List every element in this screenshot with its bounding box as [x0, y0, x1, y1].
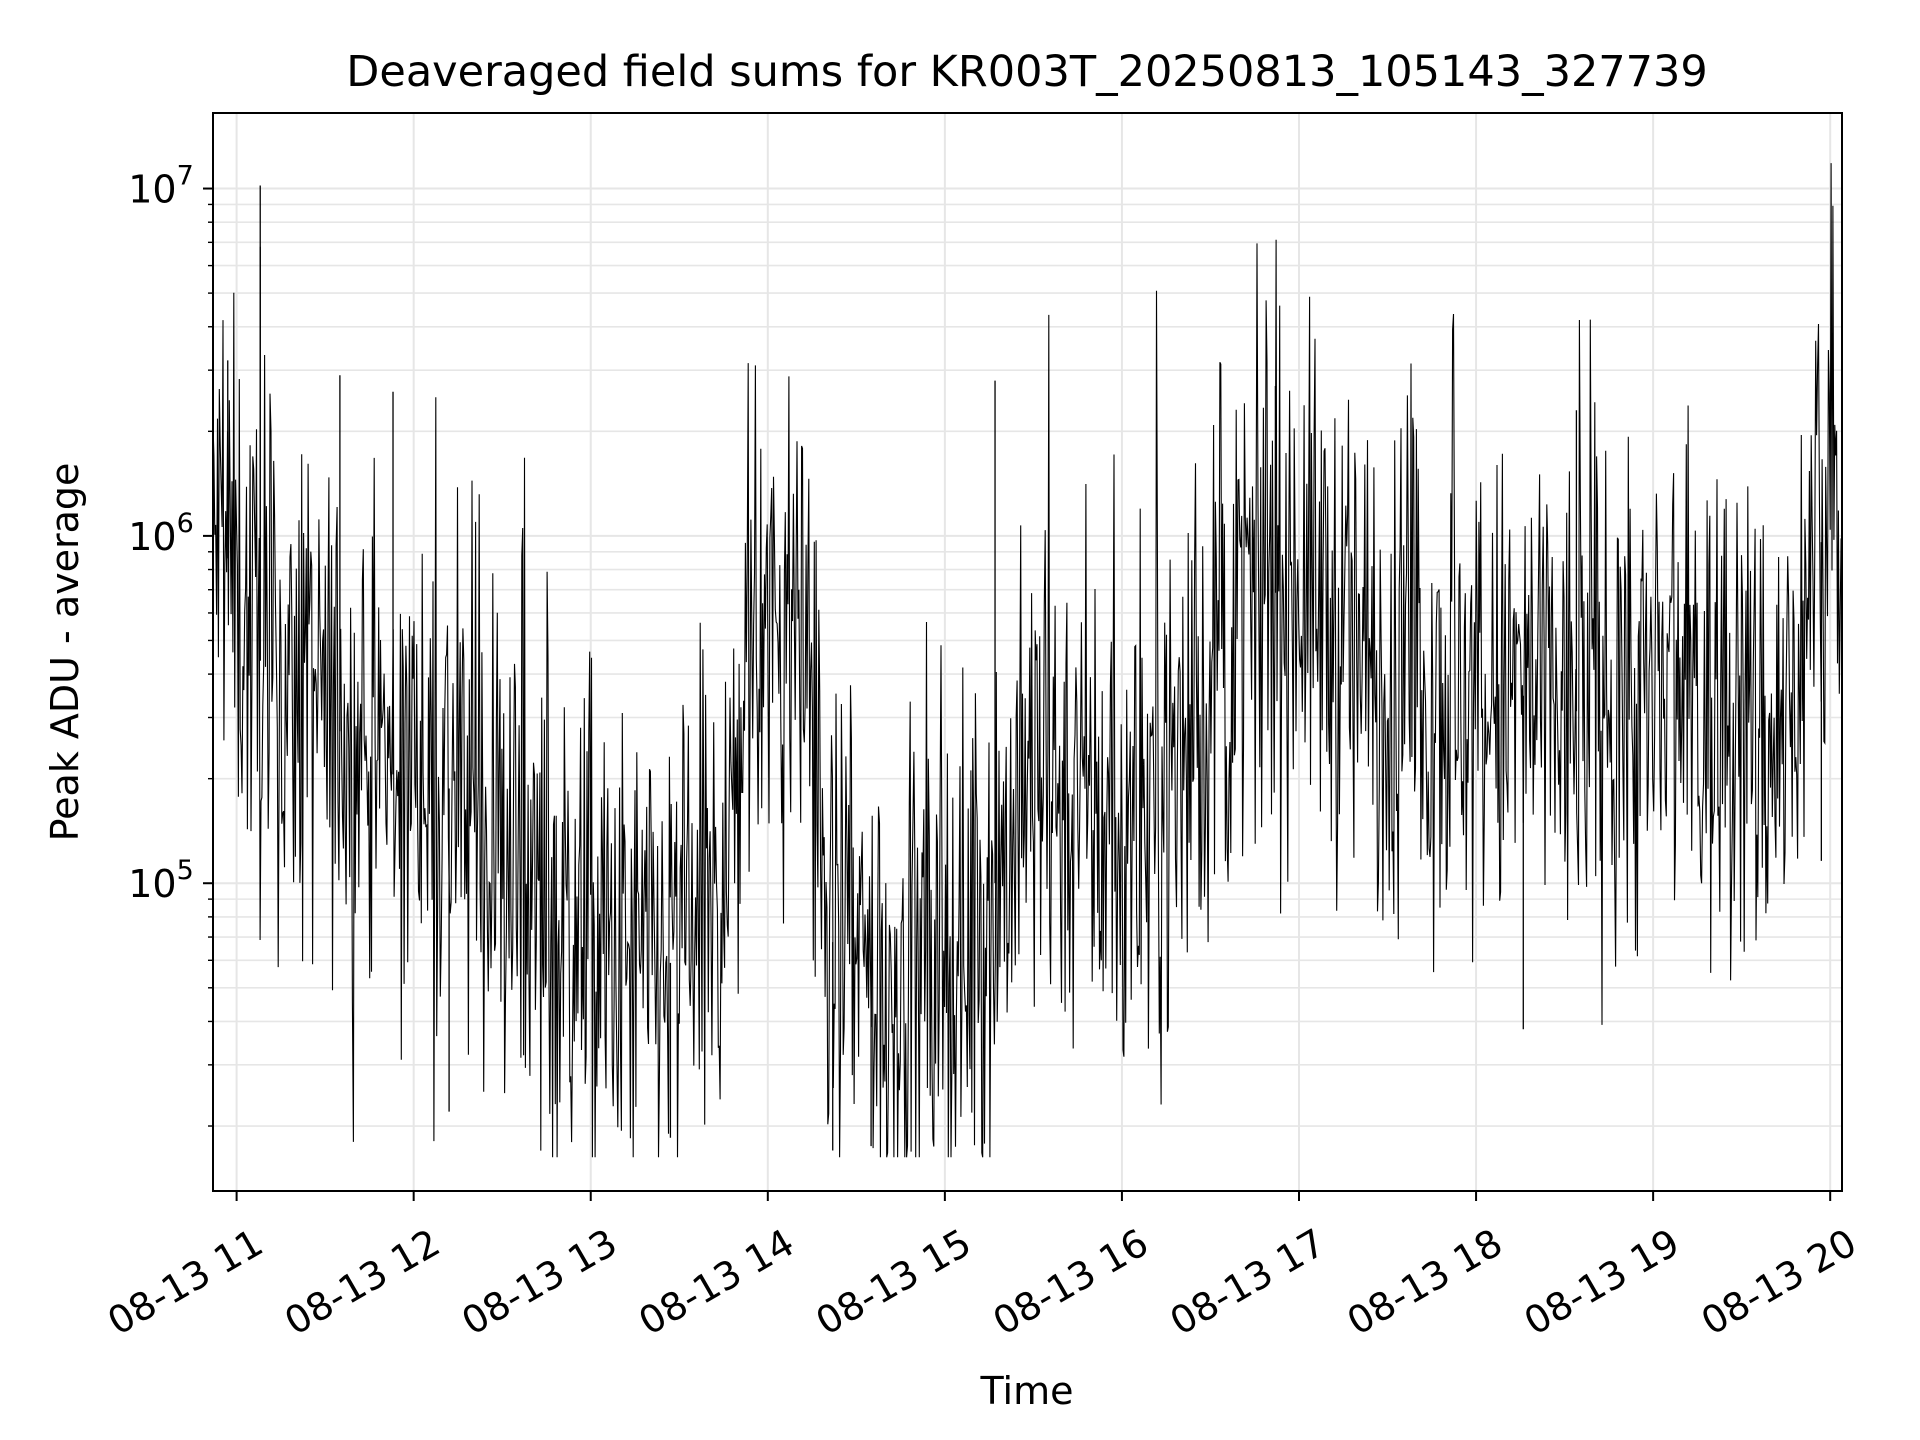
x-axis-label: Time: [980, 1369, 1074, 1413]
data-line: [212, 163, 1843, 1158]
y-axis-label: Peak ADU - average: [43, 463, 87, 842]
spikes: [227, 185, 1822, 1151]
plot-frame: [212, 112, 1843, 1192]
y-axis: 105 106 107: [128, 161, 213, 1127]
y-tick-label: 105: [128, 855, 194, 906]
y-tick-label: 107: [128, 161, 194, 212]
y-tick-label: 106: [128, 508, 194, 559]
chart-title: Deaveraged field sums for KR003T_2025081…: [346, 47, 1708, 97]
